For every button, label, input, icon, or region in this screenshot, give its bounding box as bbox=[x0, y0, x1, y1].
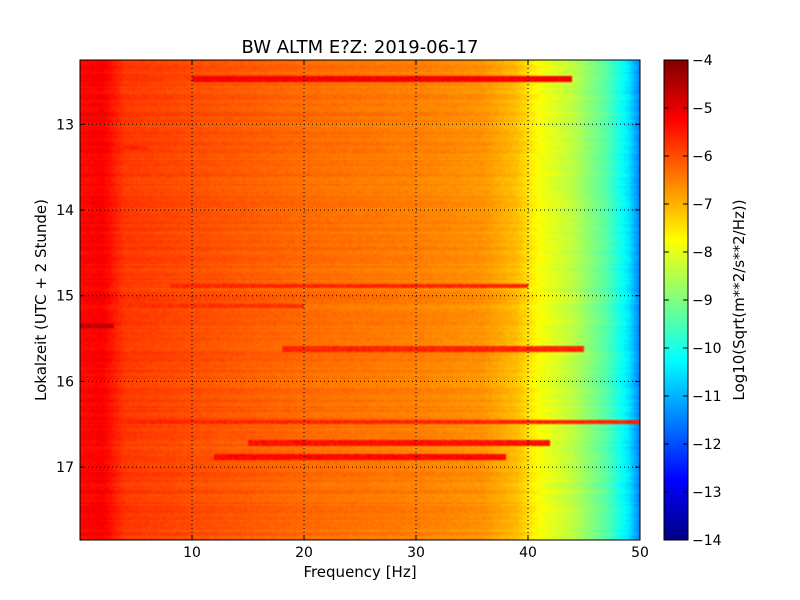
colorbar-tick-label: −5 bbox=[692, 101, 713, 117]
chart-title: BW ALTM E?Z: 2019-06-17 bbox=[242, 37, 479, 58]
y-axis-ticks: 13 14 15 16 17 bbox=[56, 117, 640, 476]
colorbar-label: Log10(Sqrt(m**2/s**2/Hz)) bbox=[730, 199, 748, 400]
plot-frame bbox=[79, 59, 641, 541]
colorbar-tick-label: −4 bbox=[692, 53, 713, 69]
x-tick-label: 30 bbox=[407, 545, 425, 561]
colorbar-tick-label: −9 bbox=[692, 293, 713, 309]
y-tick-label: 15 bbox=[56, 289, 74, 305]
colorbar-tick-label: −8 bbox=[692, 245, 713, 261]
y-tick-label: 13 bbox=[56, 117, 74, 133]
y-tick-label: 14 bbox=[56, 203, 74, 219]
grid-lines bbox=[80, 60, 640, 540]
x-tick-label: 10 bbox=[183, 545, 201, 561]
colorbar-ticks: −4 −5 −6 −7 −8 −9 −10 −11 −12 −13 −14 bbox=[664, 53, 722, 549]
colorbar-tick-label: −12 bbox=[692, 437, 722, 453]
colorbar-tick-label: −11 bbox=[692, 389, 722, 405]
y-tick-label: 17 bbox=[56, 460, 74, 476]
x-axis-ticks: 10 20 30 40 50 bbox=[183, 60, 649, 561]
colorbar-tick-label: −6 bbox=[692, 149, 713, 165]
y-axis-label: Lokalzeit (UTC + 2 Stunde) bbox=[32, 199, 50, 401]
y-tick-label: 16 bbox=[56, 374, 74, 390]
colorbar-tick-label: −10 bbox=[692, 341, 722, 357]
x-tick-label: 40 bbox=[519, 545, 537, 561]
colorbar-tick-label: −7 bbox=[692, 197, 713, 213]
plot-area: 10 20 30 40 50 13 14 15 16 17 bbox=[56, 59, 649, 561]
colorbar-tick-label: −13 bbox=[692, 485, 722, 501]
x-axis-label: Frequency [Hz] bbox=[303, 563, 416, 581]
colorbar-tick-label: −14 bbox=[692, 533, 722, 549]
x-tick-label: 20 bbox=[295, 545, 313, 561]
colorbar: −4 −5 −6 −7 −8 −9 −10 −11 −12 −13 −14 bbox=[663, 53, 722, 549]
heatmap-image bbox=[80, 60, 640, 540]
x-tick-label: 50 bbox=[631, 545, 649, 561]
